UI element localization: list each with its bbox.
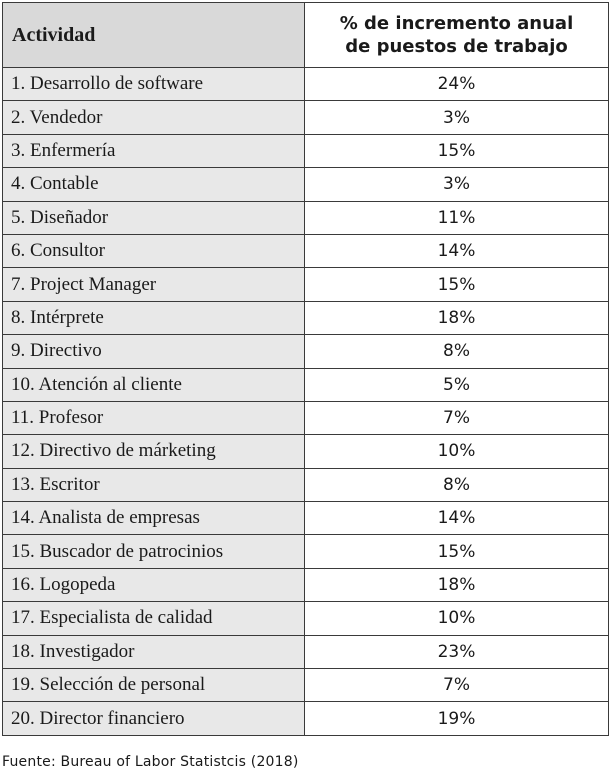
- table-row: 4. Contable 3%: [2, 167, 609, 202]
- jobs-growth-table: Actividad % de incremento anual de puest…: [2, 2, 609, 736]
- activity-cell: 11. Profesor: [2, 400, 305, 436]
- activity-cell: 18. Investigador: [2, 634, 305, 670]
- header-activity: Actividad: [2, 2, 305, 68]
- activity-cell: 8. Intérprete: [2, 300, 305, 336]
- table-row: 2. Vendedor 3%: [2, 100, 609, 135]
- activity-cell: 6. Consultor: [2, 233, 305, 269]
- activity-cell: 5. Diseñador: [2, 200, 305, 235]
- activity-cell: 3. Enfermería: [2, 133, 305, 169]
- activity-cell: 19. Selección de personal: [2, 668, 305, 703]
- jobs-growth-table-container: Actividad % de incremento anual de puest…: [2, 2, 609, 736]
- table-row: 17. Especialista de calidad 10%: [2, 601, 609, 636]
- activity-cell: 12. Directivo de márketing: [2, 434, 305, 469]
- activity-cell: 2. Vendedor: [2, 100, 305, 135]
- activity-cell: 20. Director financiero: [2, 701, 305, 736]
- increase-cell: 10%: [304, 601, 609, 636]
- increase-cell: 8%: [304, 467, 609, 503]
- activity-cell: 13. Escritor: [2, 467, 305, 503]
- table-row: 11. Profesor 7%: [2, 400, 609, 436]
- header-annual-increase-line1: % de incremento anual: [339, 13, 574, 34]
- increase-cell: 15%: [304, 534, 609, 569]
- increase-cell: 7%: [304, 668, 609, 703]
- increase-cell: 7%: [304, 400, 609, 436]
- table-row: 8. Intérprete 18%: [2, 300, 609, 336]
- table-row: 15. Buscador de patrocinios 15%: [2, 534, 609, 569]
- table-row: 13. Escritor 8%: [2, 467, 609, 503]
- increase-cell: 8%: [304, 334, 609, 369]
- table-row: 16. Logopeda 18%: [2, 567, 609, 603]
- table-row: 19. Selección de personal 7%: [2, 668, 609, 703]
- table-row: 5. Diseñador 11%: [2, 200, 609, 235]
- increase-cell: 14%: [304, 233, 609, 269]
- activity-cell: 9. Directivo: [2, 334, 305, 369]
- activity-cell: 14. Analista de empresas: [2, 501, 305, 536]
- activity-cell: 7. Project Manager: [2, 267, 305, 302]
- table-row: 7. Project Manager 15%: [2, 267, 609, 302]
- activity-cell: 17. Especialista de calidad: [2, 601, 305, 636]
- activity-cell: 16. Logopeda: [2, 567, 305, 603]
- table-row: 14. Analista de empresas 14%: [2, 501, 609, 536]
- increase-cell: 18%: [304, 567, 609, 603]
- table-row: 20. Director financiero 19%: [2, 701, 609, 736]
- activity-cell: 15. Buscador de patrocinios: [2, 534, 305, 569]
- increase-cell: 15%: [304, 267, 609, 302]
- increase-cell: 18%: [304, 300, 609, 336]
- activity-cell: 1. Desarrollo de software: [2, 66, 305, 102]
- table-row: 10. Atención al cliente 5%: [2, 367, 609, 402]
- table-row: 6. Consultor 14%: [2, 233, 609, 269]
- activity-cell: 10. Atención al cliente: [2, 367, 305, 402]
- source-note: Fuente: Bureau of Labor Statistcis (2018…: [2, 754, 299, 770]
- table-row: 9. Directivo 8%: [2, 334, 609, 369]
- table-body: 1. Desarrollo de software 24% 2. Vendedor…: [2, 66, 609, 736]
- increase-cell: 14%: [304, 501, 609, 536]
- increase-cell: 5%: [304, 367, 609, 402]
- increase-cell: 23%: [304, 634, 609, 670]
- table-row: 18. Investigador 23%: [2, 634, 609, 670]
- header-row: Actividad % de incremento anual de puest…: [2, 2, 609, 68]
- increase-cell: 24%: [304, 66, 609, 102]
- table-row: 3. Enfermería 15%: [2, 133, 609, 169]
- increase-cell: 10%: [304, 434, 609, 469]
- table-row: 1. Desarrollo de software 24%: [2, 66, 609, 102]
- activity-cell: 4. Contable: [2, 167, 305, 202]
- increase-cell: 11%: [304, 200, 609, 235]
- header-annual-increase: % de incremento anual de puestos de trab…: [304, 2, 609, 68]
- increase-cell: 19%: [304, 701, 609, 736]
- increase-cell: 3%: [304, 100, 609, 135]
- increase-cell: 15%: [304, 133, 609, 169]
- increase-cell: 3%: [304, 167, 609, 202]
- header-annual-increase-line2: de puestos de trabajo: [345, 36, 568, 57]
- table-row: 12. Directivo de márketing 10%: [2, 434, 609, 469]
- table-header: Actividad % de incremento anual de puest…: [2, 2, 609, 68]
